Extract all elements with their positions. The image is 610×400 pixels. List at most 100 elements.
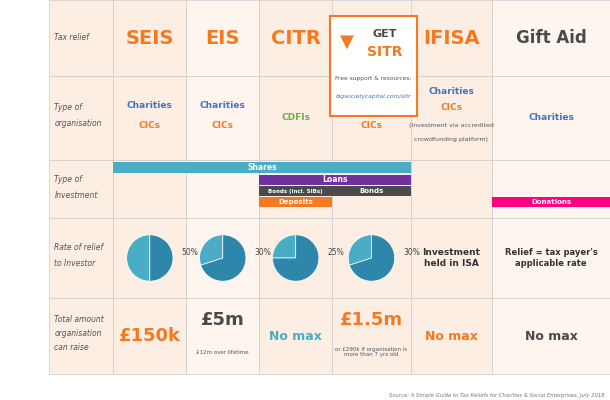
Text: SITR: SITR xyxy=(346,28,396,48)
Bar xyxy=(49,76,113,160)
Text: Charities: Charities xyxy=(200,102,246,110)
Bar xyxy=(332,186,411,196)
Wedge shape xyxy=(201,235,246,281)
Text: bigsocietycapital.com/sitr: bigsocietycapital.com/sitr xyxy=(336,94,411,99)
Bar xyxy=(332,218,411,298)
Bar xyxy=(411,0,492,76)
Text: £1.5m: £1.5m xyxy=(340,311,403,329)
Bar xyxy=(259,76,332,160)
Wedge shape xyxy=(150,235,173,281)
Text: No max: No max xyxy=(425,330,478,342)
Text: Tax relief: Tax relief xyxy=(54,34,89,42)
Bar xyxy=(259,197,332,207)
Bar xyxy=(332,76,411,160)
Wedge shape xyxy=(199,235,223,265)
Text: 50%: 50% xyxy=(182,248,199,257)
Bar xyxy=(492,0,610,76)
Bar xyxy=(492,218,610,298)
Text: Type of: Type of xyxy=(54,104,82,112)
Text: CITR: CITR xyxy=(271,28,321,48)
Text: CICs: CICs xyxy=(361,122,382,130)
Text: £12m over lifetime: £12m over lifetime xyxy=(196,350,249,354)
Text: Charities: Charities xyxy=(127,102,173,110)
Bar xyxy=(186,76,259,160)
Bar xyxy=(411,298,492,374)
Text: CICs: CICs xyxy=(139,122,161,130)
Bar xyxy=(332,160,411,218)
Bar xyxy=(186,218,259,298)
Bar xyxy=(259,174,411,185)
Text: SITR: SITR xyxy=(367,45,403,59)
Bar xyxy=(113,298,186,374)
Bar xyxy=(259,160,332,218)
Text: Type of: Type of xyxy=(54,174,82,184)
Text: GET: GET xyxy=(373,29,397,39)
Text: Charities: Charities xyxy=(348,102,395,110)
Text: or £290k if organisation is
more than 7 yrs old: or £290k if organisation is more than 7 … xyxy=(336,346,407,358)
Text: can raise: can raise xyxy=(54,344,89,352)
Wedge shape xyxy=(350,235,395,281)
Text: 25%: 25% xyxy=(328,248,345,257)
Bar xyxy=(49,218,113,298)
Bar xyxy=(113,162,411,173)
Bar xyxy=(259,298,332,374)
Text: Charities: Charities xyxy=(428,88,475,96)
Text: organisation: organisation xyxy=(54,330,102,338)
Text: SEIS: SEIS xyxy=(126,28,174,48)
Bar xyxy=(113,218,186,298)
Text: Charities: Charities xyxy=(528,114,574,122)
Text: CICs: CICs xyxy=(212,122,234,130)
Wedge shape xyxy=(348,235,371,265)
Bar xyxy=(492,298,610,374)
Wedge shape xyxy=(127,235,150,281)
Bar xyxy=(411,218,492,298)
Text: No max: No max xyxy=(269,330,322,342)
Bar xyxy=(411,160,492,218)
Bar xyxy=(492,76,610,160)
Text: Source: A Simple Guide to Tax Reliefs for Charities & Social Enterprises, July 2: Source: A Simple Guide to Tax Reliefs fo… xyxy=(389,393,605,398)
Bar xyxy=(113,160,186,218)
Text: organisation: organisation xyxy=(54,120,102,128)
Bar xyxy=(492,197,610,207)
Text: crowdfunding platform): crowdfunding platform) xyxy=(414,138,489,142)
Text: Free support & resources:: Free support & resources: xyxy=(336,76,412,82)
Bar xyxy=(49,298,113,374)
Bar xyxy=(332,298,411,374)
Text: £150k: £150k xyxy=(119,327,181,345)
Text: Investment
held in ISA: Investment held in ISA xyxy=(423,248,481,268)
Bar xyxy=(186,0,259,76)
Text: Bonds (incl. SIBs): Bonds (incl. SIBs) xyxy=(268,189,323,194)
Text: Rate of relief: Rate of relief xyxy=(54,244,104,252)
Text: No max: No max xyxy=(525,330,578,342)
Text: 30%: 30% xyxy=(254,248,271,257)
Text: EIS: EIS xyxy=(206,28,240,48)
Text: IFISA: IFISA xyxy=(423,28,480,48)
Text: Shares: Shares xyxy=(247,163,277,172)
Bar xyxy=(259,186,332,196)
Bar xyxy=(259,218,332,298)
Text: to Investor: to Investor xyxy=(54,260,96,268)
Text: Investment: Investment xyxy=(54,190,98,200)
Wedge shape xyxy=(273,235,296,258)
Text: Donations: Donations xyxy=(531,199,571,205)
Bar xyxy=(411,76,492,160)
Bar xyxy=(186,160,259,218)
Bar xyxy=(186,298,259,374)
Bar xyxy=(332,0,411,76)
Bar xyxy=(113,76,186,160)
Bar xyxy=(259,0,332,76)
Text: Gift Aid: Gift Aid xyxy=(515,29,586,47)
Wedge shape xyxy=(273,235,319,281)
Text: Deposits: Deposits xyxy=(278,199,313,205)
Bar xyxy=(492,160,610,218)
Bar xyxy=(49,0,113,76)
Text: (Investment via accredited: (Investment via accredited xyxy=(409,124,494,128)
Text: Relief = tax payer's
applicable rate: Relief = tax payer's applicable rate xyxy=(504,248,597,268)
Text: Bonds: Bonds xyxy=(359,188,384,194)
Text: £5m: £5m xyxy=(201,311,245,329)
Text: CDFIs: CDFIs xyxy=(281,114,310,122)
Bar xyxy=(49,160,113,218)
Bar xyxy=(113,0,186,76)
Text: ▼: ▼ xyxy=(340,33,354,51)
Text: CICs: CICs xyxy=(440,104,462,112)
